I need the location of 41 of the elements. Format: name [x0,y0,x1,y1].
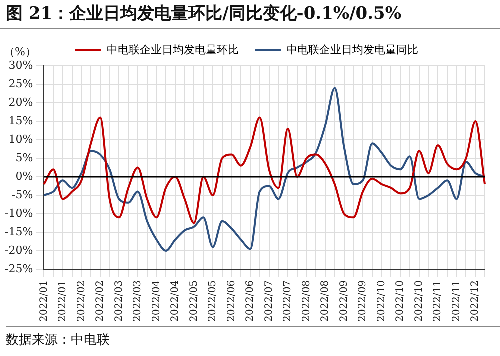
legend-label: 中电联企业日均发电量同比 [286,43,418,56]
x-tick-label: 2022/08 [301,280,312,322]
x-tick-label: 2022/04 [170,280,182,322]
x-tick-label: 2022/03 [132,280,144,322]
y-tick-label: 30% [8,58,34,72]
y-tick-label: 15% [8,114,34,128]
y-tick-label: -15% [4,225,34,238]
y-tick-label: 5% [16,151,34,164]
y-tick-label: 10% [8,132,34,146]
x-tick-label: 2022/09 [338,280,350,322]
x-tick-label: 2022/07 [264,280,275,322]
x-tick-label: 2022/08 [320,280,332,322]
x-tick-label: 2022/04 [151,280,162,322]
x-tick-label: 2022/05 [188,280,200,322]
x-tick-label: 2022/02 [76,280,88,322]
y-tick-label: -10% [4,206,34,220]
x-tick-label: 2022/10 [376,280,388,322]
y-tick-label: 25% [8,77,34,90]
y-tick-label: -5% [12,188,34,202]
x-tick-label: 2022/12 [470,280,482,322]
source-note: 数据来源：中电联 [6,326,500,349]
x-tick-label: 2022/06 [245,280,256,322]
y-tick-label: 20% [8,96,34,109]
legend-label: 中电联企业日均发电量环比 [107,43,239,56]
x-tick-label: 2022/09 [358,280,369,322]
x-tick-label: 2022/05 [208,280,219,322]
y-tick-label: 0% [16,170,34,183]
y-tick-label: -20% [4,244,34,257]
x-tick-label: 2022/07 [282,280,294,322]
x-tick-label: 2022/01 [38,280,50,322]
y-tick-label: -25% [4,262,34,276]
x-tick-label: 2022/11 [432,280,444,322]
y-axis-title: （%） [4,45,36,58]
x-tick-label: 2022/10 [414,280,425,322]
x-tick-label: 2022/06 [226,280,238,322]
x-tick-label: 2022/11 [451,280,462,322]
chart-title: 图 21：企业日均发电量环比/同比变化-0.1%/0.5% [0,0,500,29]
x-tick-label: 2022/01 [58,280,69,322]
x-tick-label: 2022/02 [95,280,106,322]
x-tick-label: 2022/10 [395,280,406,322]
x-tick-label: 2022/03 [114,280,125,322]
